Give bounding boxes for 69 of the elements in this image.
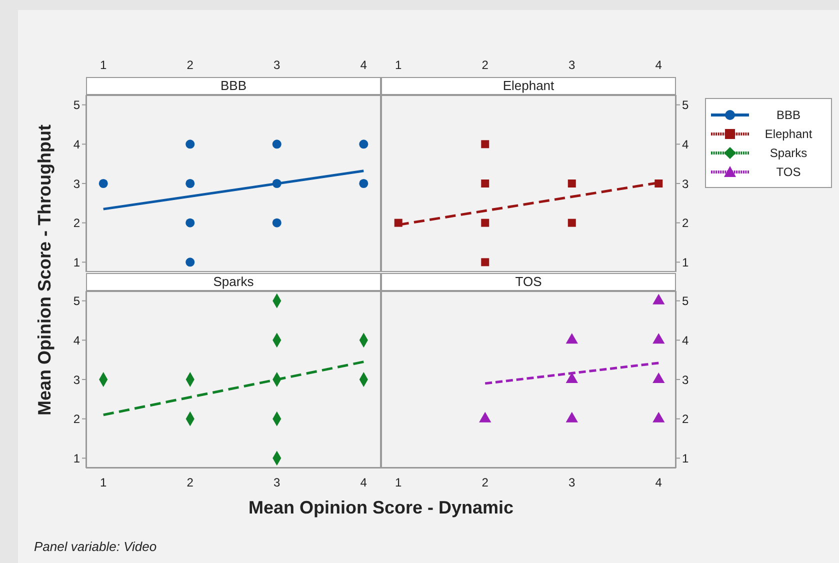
legend-label: Sparks — [768, 146, 808, 160]
y-tick-label: 4 — [682, 137, 689, 152]
y-tick-label: 2 — [682, 216, 689, 230]
x-tick-label: 2 — [482, 58, 489, 72]
point — [568, 218, 576, 227]
point — [652, 372, 665, 384]
x-tick-label: 1 — [395, 476, 402, 490]
point — [186, 218, 195, 228]
point — [652, 333, 665, 344]
x-tick-label: 2 — [186, 476, 194, 490]
point — [186, 140, 195, 149]
y-axis-title: Mean Opinion Score - Throughput — [34, 124, 56, 416]
point — [186, 258, 195, 267]
y-tick-label: 5 — [682, 294, 689, 308]
x-axis-title: Mean Opinion Score - Dynamic — [248, 498, 514, 518]
y-tick-label: 4 — [73, 333, 80, 348]
x-tick-label: 3 — [568, 58, 576, 72]
y-tick-label: 5 — [73, 98, 80, 112]
point — [272, 218, 282, 228]
chart-title: Elephant — [381, 77, 676, 95]
point — [652, 294, 665, 304]
x-tick-label: 2 — [482, 476, 489, 490]
point — [479, 412, 492, 422]
x-tick-label: 4 — [360, 476, 368, 490]
x-tick-label: 4 — [655, 58, 662, 72]
x-tick-label: 4 — [655, 476, 662, 490]
text: Panel variable: Video — [34, 539, 157, 554]
y-tick-label: 3 — [73, 176, 80, 191]
x-tick-label: 4 — [360, 58, 368, 72]
y-tick-label: 1 — [73, 255, 80, 270]
point — [481, 140, 490, 148]
y-tick-label: 4 — [73, 137, 80, 152]
point — [652, 412, 665, 422]
x-tick-label: 2 — [186, 58, 194, 72]
point — [481, 218, 490, 227]
point — [481, 258, 490, 266]
chart-title: Sparks — [86, 273, 381, 291]
point — [359, 140, 368, 149]
y-tick-label: 1 — [682, 255, 689, 270]
x-tick-label: 1 — [100, 58, 108, 72]
y-tick-label: 5 — [73, 294, 80, 308]
legend-label: Elephant — [764, 126, 814, 140]
legend-label: BBB — [775, 108, 802, 122]
point — [566, 333, 578, 344]
x-tick-label: 3 — [274, 476, 281, 490]
y-tick-label: 4 — [682, 333, 689, 348]
y-tick-label: 5 — [682, 98, 689, 112]
point — [98, 178, 108, 188]
legend-label: TOS — [775, 164, 802, 178]
x-tick-label: 3 — [274, 58, 281, 72]
point — [566, 412, 578, 422]
y-tick-label: 1 — [73, 451, 80, 466]
point — [568, 180, 576, 188]
y-tick-label: 2 — [682, 412, 689, 426]
point — [272, 140, 282, 149]
y-tick-label: 2 — [73, 216, 80, 230]
chart-title: TOS — [381, 273, 676, 291]
y-tick-label: 2 — [73, 412, 80, 426]
y-tick-label: 3 — [73, 372, 80, 387]
y-tick-label: 1 — [682, 451, 689, 466]
x-tick-label: 1 — [395, 58, 402, 72]
x-tick-label: 3 — [568, 476, 576, 490]
chart-title: BBB — [86, 77, 381, 95]
point — [359, 178, 368, 188]
point — [481, 180, 490, 188]
y-tick-label: 3 — [682, 176, 689, 191]
y-tick-label: 3 — [682, 372, 689, 387]
point — [186, 178, 195, 188]
x-tick-label: 1 — [100, 476, 108, 490]
